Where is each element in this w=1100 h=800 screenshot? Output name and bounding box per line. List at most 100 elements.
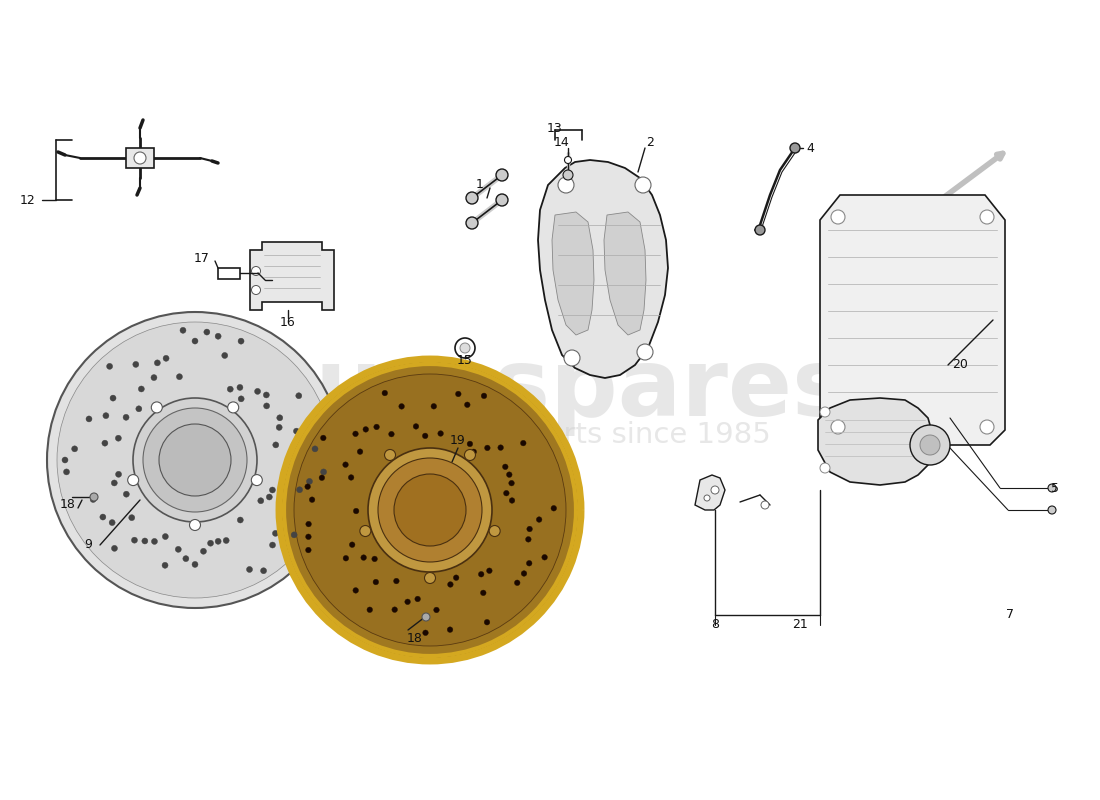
Circle shape: [228, 402, 239, 413]
Circle shape: [422, 613, 430, 621]
Circle shape: [246, 566, 253, 573]
Polygon shape: [250, 242, 334, 310]
Circle shape: [273, 530, 278, 536]
Circle shape: [455, 338, 475, 358]
Circle shape: [277, 414, 283, 421]
Circle shape: [116, 471, 122, 478]
Circle shape: [392, 607, 397, 613]
Circle shape: [238, 338, 244, 344]
Circle shape: [468, 441, 473, 446]
Circle shape: [294, 374, 566, 646]
Circle shape: [471, 449, 476, 454]
Circle shape: [312, 446, 318, 452]
Circle shape: [228, 386, 233, 392]
Circle shape: [72, 446, 78, 452]
Circle shape: [506, 472, 513, 478]
Circle shape: [490, 526, 500, 537]
Circle shape: [353, 431, 359, 437]
Text: 16: 16: [280, 315, 296, 329]
Circle shape: [320, 469, 327, 475]
Circle shape: [306, 534, 311, 539]
Circle shape: [282, 362, 578, 658]
Circle shape: [920, 435, 940, 455]
Circle shape: [527, 561, 532, 566]
Circle shape: [564, 157, 572, 163]
Circle shape: [830, 420, 845, 434]
Circle shape: [107, 363, 112, 370]
Polygon shape: [604, 212, 646, 335]
Circle shape: [448, 627, 453, 633]
Circle shape: [270, 487, 275, 493]
Circle shape: [103, 413, 109, 418]
Circle shape: [484, 619, 490, 625]
Circle shape: [755, 225, 764, 235]
Circle shape: [143, 408, 248, 512]
Circle shape: [90, 493, 98, 501]
Circle shape: [208, 540, 213, 546]
Circle shape: [515, 580, 520, 586]
FancyBboxPatch shape: [126, 148, 154, 168]
Circle shape: [297, 486, 302, 493]
Circle shape: [154, 360, 161, 366]
Text: 4: 4: [806, 142, 814, 154]
Text: eurospares: eurospares: [251, 344, 849, 436]
Circle shape: [464, 402, 470, 407]
Circle shape: [453, 575, 459, 581]
Circle shape: [637, 344, 653, 360]
Circle shape: [509, 480, 515, 486]
Circle shape: [135, 406, 142, 412]
Circle shape: [382, 390, 387, 396]
Circle shape: [820, 407, 830, 417]
Text: 8: 8: [711, 618, 719, 631]
Circle shape: [129, 514, 135, 521]
Text: 5: 5: [1050, 482, 1059, 494]
Circle shape: [367, 607, 373, 613]
Circle shape: [64, 469, 69, 475]
Polygon shape: [552, 212, 594, 335]
Circle shape: [90, 497, 96, 502]
Circle shape: [399, 403, 405, 409]
Circle shape: [485, 445, 491, 450]
Circle shape: [111, 546, 118, 551]
Circle shape: [306, 547, 311, 553]
Circle shape: [110, 395, 115, 401]
Circle shape: [192, 338, 198, 344]
Circle shape: [57, 322, 333, 598]
FancyBboxPatch shape: [218, 268, 240, 279]
Polygon shape: [820, 195, 1005, 445]
Circle shape: [361, 554, 366, 560]
Text: 7: 7: [1006, 609, 1014, 622]
Circle shape: [270, 542, 275, 548]
Text: 18: 18: [60, 498, 76, 511]
Circle shape: [343, 462, 349, 467]
Circle shape: [466, 192, 478, 204]
Text: 9: 9: [84, 538, 92, 551]
Circle shape: [1048, 506, 1056, 514]
Circle shape: [503, 464, 508, 470]
Circle shape: [252, 286, 261, 294]
Circle shape: [438, 430, 443, 436]
Circle shape: [542, 554, 548, 560]
Circle shape: [422, 433, 428, 438]
Circle shape: [133, 362, 139, 367]
Circle shape: [360, 526, 371, 537]
Circle shape: [294, 428, 299, 434]
Circle shape: [47, 312, 343, 608]
Circle shape: [711, 486, 719, 494]
Circle shape: [372, 556, 377, 562]
Circle shape: [980, 210, 994, 224]
Circle shape: [151, 374, 157, 381]
Circle shape: [761, 501, 769, 509]
Circle shape: [223, 538, 229, 543]
Circle shape: [433, 607, 439, 613]
Circle shape: [309, 497, 315, 502]
Circle shape: [62, 457, 68, 463]
Circle shape: [111, 480, 118, 486]
Circle shape: [349, 474, 354, 480]
Circle shape: [478, 571, 484, 577]
Circle shape: [273, 442, 278, 448]
Circle shape: [163, 534, 168, 539]
Circle shape: [189, 519, 200, 530]
Circle shape: [481, 393, 487, 398]
Circle shape: [373, 579, 378, 585]
